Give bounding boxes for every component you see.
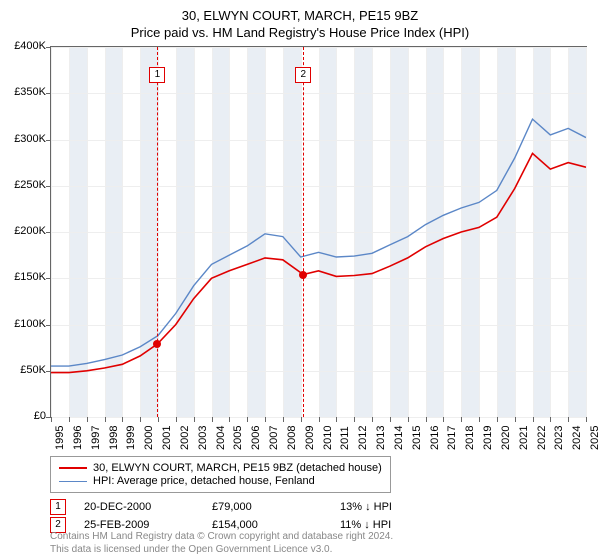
plot-area: 12	[50, 46, 587, 418]
x-tick-label: 2008	[286, 426, 298, 450]
chart-title-address: 30, ELWYN COURT, MARCH, PE15 9BZ	[0, 0, 600, 23]
y-tick-label: £100K	[14, 318, 46, 330]
x-tick-label: 2009	[304, 426, 316, 450]
x-tick-label: 1997	[90, 426, 102, 450]
x-tick-label: 1998	[108, 426, 120, 450]
event-marker-number: 1	[149, 67, 165, 83]
y-tick-label: £0	[34, 410, 46, 422]
legend-row: HPI: Average price, detached house, Fenl…	[59, 475, 382, 487]
event-marker-dot	[299, 271, 307, 279]
y-tick-label: £50K	[20, 364, 46, 376]
x-tick-label: 2003	[197, 426, 209, 450]
event-legend-date: 20-DEC-2000	[84, 501, 194, 513]
chart-subtitle: Price paid vs. HM Land Registry's House …	[0, 23, 600, 42]
x-tick-label: 2023	[553, 426, 565, 450]
series-legend: 30, ELWYN COURT, MARCH, PE15 9BZ (detach…	[50, 456, 391, 493]
x-tick-label: 2017	[446, 426, 458, 450]
x-tick-label: 2010	[322, 426, 334, 450]
series-line	[51, 153, 586, 372]
x-tick-label: 2025	[589, 426, 600, 450]
y-tick-label: £300K	[14, 133, 46, 145]
footer-line: This data is licensed under the Open Gov…	[50, 543, 393, 556]
x-tick-label: 2018	[464, 426, 476, 450]
x-tick-label: 2021	[518, 426, 530, 450]
x-tick-label: 2004	[215, 426, 227, 450]
y-tick-label: £200K	[14, 225, 46, 237]
y-tick-label: £400K	[14, 40, 46, 52]
event-marker-number: 2	[295, 67, 311, 83]
x-tick-label: 2016	[429, 426, 441, 450]
footer-line: Contains HM Land Registry data © Crown c…	[50, 530, 393, 543]
y-axis: £0£50K£100K£150K£200K£250K£300K£350K£400…	[0, 46, 50, 416]
line-series-svg	[51, 47, 586, 417]
x-tick-label: 2020	[500, 426, 512, 450]
event-legend-number: 1	[50, 499, 66, 515]
x-tick-label: 2002	[179, 426, 191, 450]
x-tick-label: 2006	[250, 426, 262, 450]
y-tick-label: £150K	[14, 271, 46, 283]
legend-label: 30, ELWYN COURT, MARCH, PE15 9BZ (detach…	[93, 462, 382, 474]
x-tick-label: 2000	[143, 426, 155, 450]
x-tick-label: 2013	[375, 426, 387, 450]
y-tick-label: £350K	[14, 86, 46, 98]
event-marker-dot	[153, 340, 161, 348]
x-tick-label: 2022	[536, 426, 548, 450]
series-line	[51, 119, 586, 366]
legend-row: 30, ELWYN COURT, MARCH, PE15 9BZ (detach…	[59, 462, 382, 474]
x-tick-label: 2011	[339, 426, 351, 450]
x-tick-label: 2007	[268, 426, 280, 450]
event-marker-line	[303, 47, 304, 417]
legend-label: HPI: Average price, detached house, Fenl…	[93, 475, 315, 487]
x-tick-label: 2019	[482, 426, 494, 450]
event-legend-row: 1 20-DEC-2000 £79,000 13% ↓ HPI	[50, 499, 585, 515]
x-tick-label: 2014	[393, 426, 405, 450]
x-tick-label: 1999	[125, 426, 137, 450]
event-marker-line	[157, 47, 158, 417]
footer: Contains HM Land Registry data © Crown c…	[50, 530, 393, 556]
legend-block: 30, ELWYN COURT, MARCH, PE15 9BZ (detach…	[50, 456, 585, 535]
x-tick-label: 2012	[357, 426, 369, 450]
legend-swatch	[59, 481, 87, 482]
x-tick-label: 1996	[72, 426, 84, 450]
x-tick-label: 2001	[161, 426, 173, 450]
event-legend-delta: 13% ↓ HPI	[340, 501, 450, 513]
x-tick-label: 2024	[571, 426, 583, 450]
x-tick-label: 1995	[54, 426, 66, 450]
event-legend-price: £79,000	[212, 501, 322, 513]
y-tick-label: £250K	[14, 179, 46, 191]
event-legend: 120-DEC-2000£79,00013% ↓ HPI225-FEB-2009…	[50, 499, 585, 533]
x-tick-label: 2005	[232, 426, 244, 450]
chart-container: { "title_line1":"30, ELWYN COURT, MARCH,…	[0, 0, 600, 560]
x-tick-label: 2015	[411, 426, 423, 450]
legend-swatch	[59, 467, 87, 469]
